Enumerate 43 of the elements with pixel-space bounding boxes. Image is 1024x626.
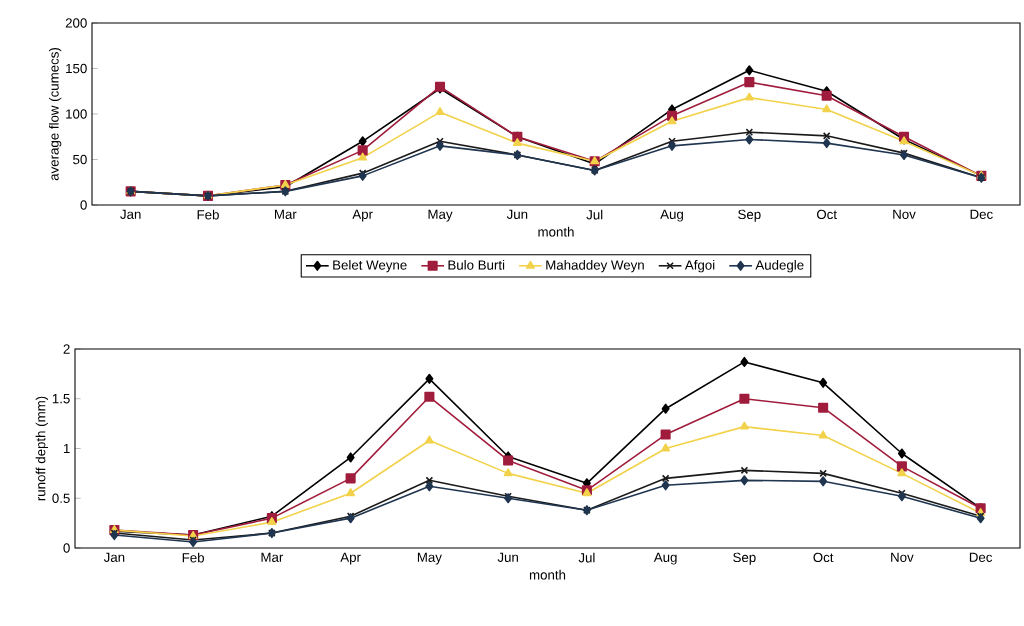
x-tick-label: Nov: [893, 209, 916, 219]
y-tick-label: 150: [66, 63, 87, 74]
y-tick-label: 2: [63, 344, 70, 354]
x-tick-label: Nov: [891, 552, 914, 562]
x-tick-label: Feb: [197, 209, 219, 220]
y-tick-label: 200: [65, 18, 87, 28]
y-tick-label: 0: [80, 200, 87, 210]
y-axis-title: average flow (cumecs): [48, 48, 62, 181]
x-tick-label: Oct: [813, 552, 834, 563]
x-tick-label: Dec: [969, 552, 993, 562]
x-tick-label: Feb: [182, 552, 205, 563]
y-tick-label: 50: [73, 154, 87, 165]
legend-label: Mahaddey Weyn: [546, 259, 644, 273]
x-tick-label: Mar: [261, 552, 284, 562]
x-tick-label: Oct: [816, 209, 837, 220]
x-tick-label: Jun: [506, 209, 528, 219]
x-tick-label: Aug: [660, 209, 683, 222]
legend-label: Afgoi: [684, 259, 715, 273]
legend-label: Belet Weyne: [333, 259, 407, 273]
y-axis-title: runoff depth (mm): [35, 396, 49, 501]
legend-label: Bulo Burti: [448, 259, 505, 270]
legend-label: Audegle: [755, 259, 804, 273]
x-tick-label: May: [428, 209, 453, 222]
x-tick-label: Apr: [340, 552, 361, 565]
x-tick-label: Jul: [578, 552, 595, 563]
x-tick-label: Jan: [120, 209, 141, 219]
x-axis-title: month: [529, 569, 566, 580]
x-tick-label: Dec: [970, 209, 993, 219]
x-tick-label: Jan: [103, 552, 125, 562]
y-tick-label: 1: [63, 443, 70, 454]
x-tick-label: May: [417, 552, 442, 565]
y-tick-label: 0: [63, 543, 70, 553]
x-tick-label: Sep: [733, 552, 756, 565]
x-tick-label: Mar: [274, 209, 297, 219]
x-tick-label: Sep: [738, 209, 761, 222]
x-tick-label: Apr: [352, 209, 373, 222]
y-tick-label: 1.5: [52, 394, 70, 404]
y-tick-label: 0.5: [52, 493, 70, 503]
x-axis-title: month: [538, 226, 574, 237]
x-tick-label: Jul: [586, 209, 603, 220]
x-tick-label: Aug: [653, 552, 677, 565]
y-tick-label: 100: [66, 109, 87, 119]
x-tick-label: Jun: [497, 552, 518, 562]
